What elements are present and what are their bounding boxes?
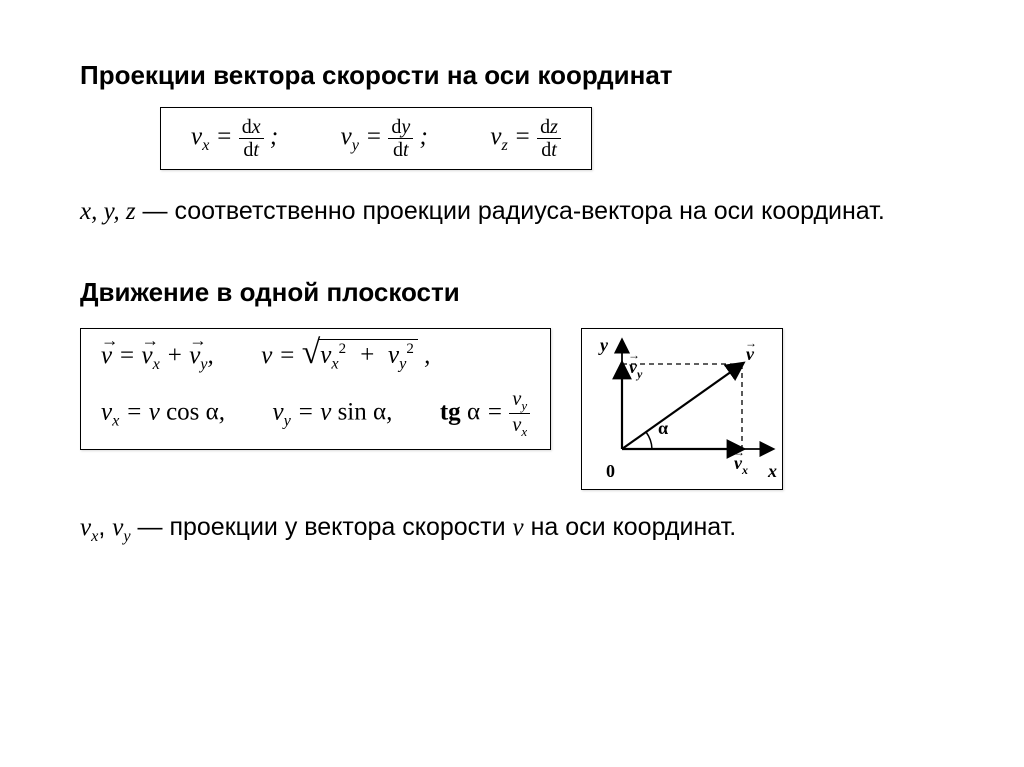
body1-xyz: x, y, z [80,198,136,225]
alpha-arc [646,432,652,449]
svg-text:→: → [628,348,640,362]
eq-vx: vx = dxdt ; [191,123,284,150]
heading-projections: Проекции вектора скорости на оси координ… [80,60,954,91]
y-axis-label: y [598,335,609,355]
origin-label: 0 [606,461,615,481]
alpha-label: α [658,418,668,438]
formula-box-projections: vx = dxdt ; vy = dydt ; vz = dzdt [160,107,592,170]
plane-line1: v = vx + vy, v = √vx2 + vy2 , [101,339,530,374]
body-text-2: vx, vy — проекции у вектора скорости v н… [80,508,954,549]
formula-box-plane: v = vx + vy, v = √vx2 + vy2 , vx = v cos… [80,328,551,451]
vector-diagram: y x 0 α v → vy → vx → [581,328,783,490]
plane-line2: vx = v cos α, vy = v sin α, tg α = vyvx [101,388,530,440]
svg-text:→: → [745,336,757,350]
svg-text:→: → [733,445,745,459]
heading-plane-motion: Движение в одной плоскости [80,277,954,308]
eq-vy: vy = dydt ; [341,123,434,150]
body-text-1: x, y, z — соответственно проекции радиус… [80,192,954,232]
x-axis-label: x [767,461,777,481]
eq-vz: vz = dzdt [490,123,561,150]
